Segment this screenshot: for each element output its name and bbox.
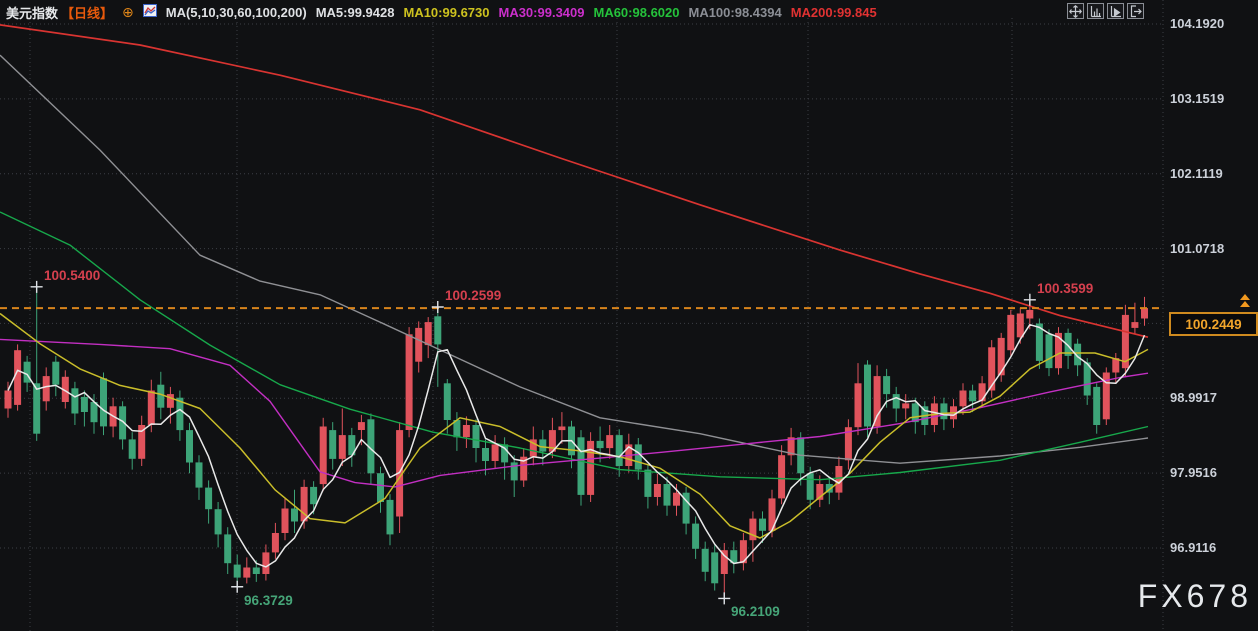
ma60-line xyxy=(0,211,1149,481)
watermark: FX678 xyxy=(1137,578,1252,614)
ma5-line xyxy=(7,323,1146,568)
ma200-line xyxy=(0,24,1149,339)
axis-tick-label: 101.0718 xyxy=(1170,241,1225,256)
ma-group-label: MA(5,10,30,60,100,200) xyxy=(165,4,307,20)
ma10-value: MA10:99.6730 xyxy=(403,4,490,20)
symbol-title: 美元指数 xyxy=(6,5,59,21)
ma30-line xyxy=(0,338,1149,488)
scale-axis-right-icon[interactable] xyxy=(1107,3,1124,19)
swing-high-label: 100.2599 xyxy=(445,288,502,303)
swing-low-label: 96.2109 xyxy=(731,604,780,619)
swing-low-label: 96.3729 xyxy=(244,593,293,608)
go-to-latest-icon[interactable] xyxy=(1127,3,1144,19)
scale-axis-left-icon[interactable] xyxy=(1087,3,1104,19)
timeframe-label[interactable]: 【日线】 xyxy=(61,5,114,21)
swing-high-label: 100.5400 xyxy=(44,268,101,283)
add-indicator-icon[interactable]: ⊕ xyxy=(122,4,134,20)
last-price-badge: 100.2449 xyxy=(1169,312,1258,336)
ma30-value: MA30:99.3409 xyxy=(498,4,585,20)
swing-high-label: 100.3599 xyxy=(1037,281,1094,296)
axis-tick-label: 97.9516 xyxy=(1170,465,1217,480)
chart-legend: 美元指数 【日线】 ⊕ MA(5,10,30,60,100,200) MA5:9… xyxy=(6,3,877,21)
ma200-value: MA200:99.845 xyxy=(790,4,877,20)
axis-tick-label: 104.1920 xyxy=(1170,16,1225,31)
ma5-value: MA5:99.9428 xyxy=(315,4,395,20)
ma100-value: MA100:98.4394 xyxy=(688,4,782,20)
axis-tick-label: 96.9116 xyxy=(1170,540,1217,555)
chart-toolbar xyxy=(1067,3,1144,19)
line-chart-icon[interactable] xyxy=(142,4,157,20)
ma100-line xyxy=(0,54,1149,464)
price-up-arrows-icon xyxy=(1240,294,1250,308)
axis-tick-label: 102.1119 xyxy=(1170,166,1223,181)
crosshair-move-icon[interactable] xyxy=(1067,3,1084,19)
axis-tick-label: 98.9917 xyxy=(1170,390,1217,405)
axis-tick-label: 103.1519 xyxy=(1170,91,1225,106)
ma10-line xyxy=(0,312,1149,539)
ma60-value: MA60:98.6020 xyxy=(593,4,680,20)
